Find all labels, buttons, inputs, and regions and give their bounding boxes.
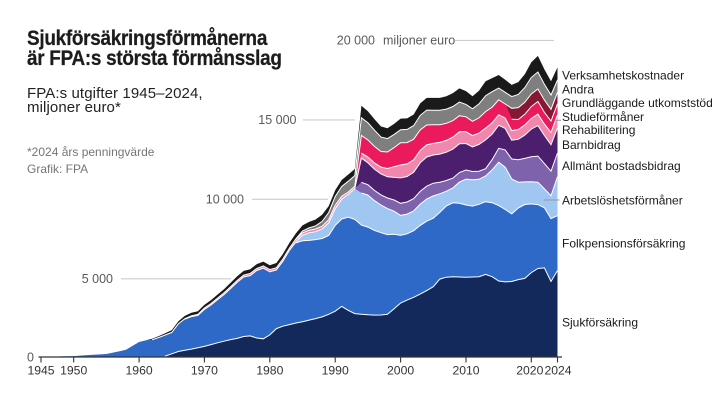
svg-text:2024: 2024 [544,364,571,378]
svg-text:Folkpensionsförsäkring: Folkpensionsförsäkring [562,237,685,251]
svg-text:Grundläggande utkomststöd: Grundläggande utkomststöd [562,96,713,110]
svg-text:Allmänt bostadsbidrag: Allmänt bostadsbidrag [562,159,681,173]
svg-text:Studieförmåner: Studieförmåner [562,110,644,124]
svg-text:1970: 1970 [191,364,218,378]
svg-text:10 000: 10 000 [206,193,244,207]
svg-text:Rehabilitering: Rehabilitering [562,123,635,137]
svg-text:1960: 1960 [126,364,153,378]
svg-text:Sjukförsäkring: Sjukförsäkring [562,316,638,330]
svg-text:1950: 1950 [60,364,87,378]
svg-text:miljoner euro: miljoner euro [383,34,455,48]
svg-text:2000: 2000 [387,364,414,378]
svg-text:2010: 2010 [452,364,479,378]
svg-text:1945: 1945 [27,364,54,378]
svg-text:2020: 2020 [516,364,543,378]
svg-text:1980: 1980 [256,364,283,378]
svg-text:Arbetslöshetsförmåner: Arbetslöshetsförmåner [562,194,683,208]
svg-text:1990: 1990 [322,364,349,378]
svg-text:20 000: 20 000 [337,34,375,48]
svg-text:Andra: Andra [562,83,594,97]
svg-text:Verksamhetskostnader: Verksamhetskostnader [562,69,684,83]
svg-text:15 000: 15 000 [258,113,296,127]
svg-text:Barnbidrag: Barnbidrag [562,138,621,152]
svg-text:0: 0 [27,351,34,365]
svg-text:5 000: 5 000 [82,272,113,286]
